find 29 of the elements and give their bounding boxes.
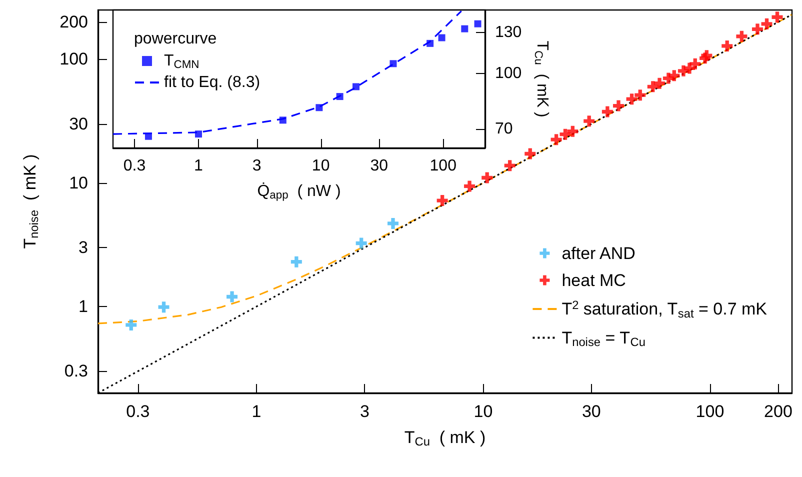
x-tick-label: 30 [582,402,601,421]
legend-title: powercurve [134,30,217,48]
y-axis-title: Tnoise ( mK ) [20,154,41,249]
x-tick-label: 0.3 [126,402,150,421]
x-tick-label: 1 [252,402,262,421]
x-tick-label: 10 [312,158,330,174]
y-tick-label: 200 [60,12,88,32]
y-tick-label: 3 [78,238,88,258]
x-tick-label: 10 [474,402,493,421]
y-axis-title: TCu ( mK ) [532,40,551,118]
x-tick-label: 200 [764,402,792,421]
x-tick-label: 3 [360,402,370,421]
x-tick-label: 3 [252,158,262,174]
x-tick-label: 100 [430,158,457,174]
legend-label: after AND [562,244,636,263]
x-tick-label: 100 [696,402,724,421]
y-tick-label: 100 [495,64,522,82]
y-tick-label: 10 [69,173,88,192]
y-tick-label: 130 [495,24,522,41]
legend-label: heat MC [562,270,626,290]
y-tick-label: 30 [69,114,88,134]
y-tick-label: 100 [60,50,88,69]
y-tick-label: 1 [78,297,88,316]
x-tick-label: 30 [370,158,388,174]
x-tick-label: 1 [194,158,204,174]
x-tick-label: 0.3 [123,158,146,174]
y-tick-label: 70 [495,120,513,138]
y-tick-label: 0.3 [64,362,88,381]
legend-label: fit to Eq. (8.3) [164,74,260,91]
